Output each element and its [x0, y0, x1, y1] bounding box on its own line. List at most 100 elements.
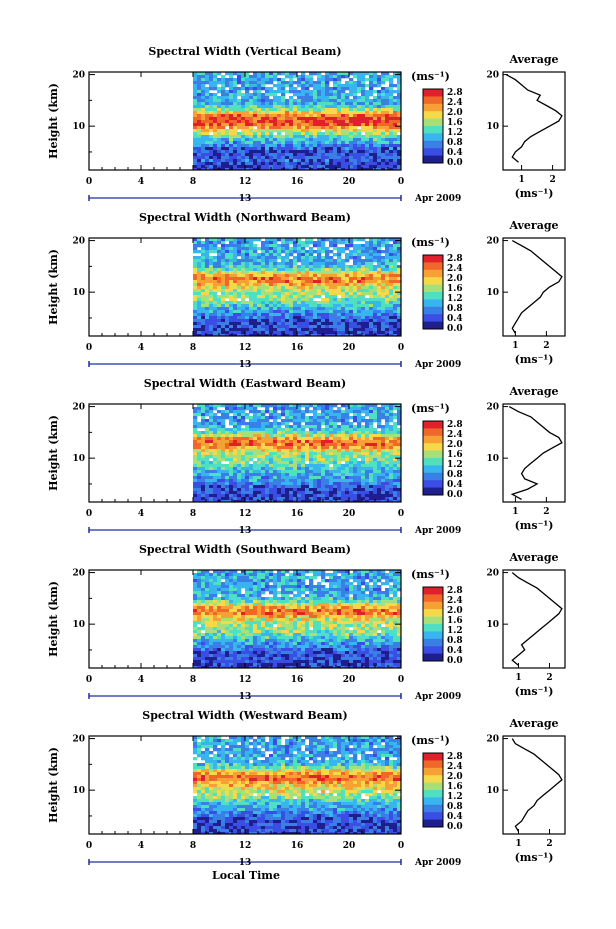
heatmap-cell: [245, 334, 250, 336]
heatmap-cell: [245, 286, 250, 290]
heatmap-cell: [365, 407, 370, 411]
y-axis-label: Height (km): [47, 249, 60, 325]
heatmap-cell: [205, 120, 210, 124]
heatmap-cell: [225, 256, 230, 260]
heatmap-cell: [325, 159, 330, 163]
heatmap-cell: [205, 434, 210, 438]
heatmap-cell: [253, 144, 258, 148]
heatmap-cell: [233, 319, 238, 323]
colorbar-tick-label: 2.8: [447, 88, 463, 98]
heatmap-cell: [353, 117, 358, 121]
heatmap-cell: [213, 111, 218, 115]
heatmap-cell: [213, 428, 218, 432]
heatmap-cell: [349, 410, 354, 414]
heatmap-cell: [321, 482, 326, 486]
heatmap-cell: [209, 259, 214, 263]
heatmap-cell: [393, 283, 398, 287]
heatmap-cell: [365, 476, 370, 480]
heatmap-cell: [217, 461, 222, 465]
heatmap-cell: [293, 437, 298, 441]
heatmap-cell: [205, 135, 210, 139]
heatmap-cell: [213, 126, 218, 130]
heatmap-cell: [225, 283, 230, 287]
heatmap-cell: [349, 497, 354, 501]
heatmap-cell: [373, 238, 378, 242]
heatmap-cell: [261, 280, 266, 284]
heatmap-cell: [345, 500, 350, 502]
heatmap-cell: [205, 295, 210, 299]
heatmap-cell: [345, 413, 350, 417]
heatmap-cell: [265, 268, 270, 272]
heatmap-cell: [349, 316, 354, 320]
heatmap-cell: [201, 470, 206, 474]
heatmap-cell: [221, 144, 226, 148]
heatmap-cell: [241, 319, 246, 323]
heatmap-cell: [305, 443, 310, 447]
heatmap-cell: [261, 168, 266, 170]
heatmap-cell: [337, 114, 342, 118]
heatmap-cell: [393, 295, 398, 299]
heatmap-cell: [285, 437, 290, 441]
heatmap-cell: [381, 440, 386, 444]
heatmap-cell: [289, 455, 294, 459]
heatmap-cell: [257, 75, 262, 79]
heatmap-cell: [333, 156, 338, 160]
heatmap-cell: [233, 129, 238, 133]
heatmap-cell: [345, 404, 350, 408]
colorbar-unit: (ms⁻¹): [411, 236, 450, 249]
heatmap-cell: [261, 482, 266, 486]
heatmap-cell: [365, 497, 370, 501]
heatmap-cell: [289, 262, 294, 266]
heatmap-cell: [245, 455, 250, 459]
heatmap-cell: [313, 96, 318, 100]
heatmap-cell: [253, 464, 258, 468]
heatmap-cell: [373, 90, 378, 94]
heatmap-cell: [325, 425, 330, 429]
heatmap-cell: [213, 105, 218, 109]
heatmap-cell: [333, 150, 338, 154]
heatmap-cell: [233, 102, 238, 106]
heatmap-cell: [217, 132, 222, 136]
heatmap-cell: [233, 78, 238, 82]
heatmap-cell: [245, 328, 250, 332]
heatmap-cell: [213, 325, 218, 329]
heatmap-cell: [201, 129, 206, 133]
heatmap-cell: [253, 153, 258, 157]
heatmap-cell: [193, 452, 198, 456]
heatmap-cell: [253, 404, 258, 408]
heatmap-cell: [337, 310, 342, 314]
heatmap-cell: [321, 316, 326, 320]
heatmap-cell: [321, 244, 326, 248]
heatmap-cell: [301, 316, 306, 320]
heatmap-cell: [385, 295, 390, 299]
heatmap-cell: [241, 87, 246, 91]
heatmap-cell: [373, 307, 378, 311]
heatmap-cell: [373, 491, 378, 495]
heatmap-cell: [273, 277, 278, 281]
heatmap-cell: [317, 331, 322, 335]
heatmap-cell: [269, 428, 274, 432]
heatmap-cell: [257, 482, 262, 486]
heatmap-cell: [201, 241, 206, 245]
heatmap-cell: [265, 277, 270, 281]
heatmap-cell: [361, 156, 366, 160]
heatmap-cell: [265, 87, 270, 91]
heatmap-cell: [257, 262, 262, 266]
heatmap-cell: [341, 135, 346, 139]
heatmap-cell: [293, 494, 298, 498]
heatmap-cell: [293, 316, 298, 320]
heatmap-cell: [289, 132, 294, 136]
heatmap-cell: [369, 470, 374, 474]
heatmap-cell: [385, 247, 390, 251]
heatmap-cell: [201, 132, 206, 136]
heatmap-cell: [381, 446, 386, 450]
heatmap-cell: [357, 138, 362, 142]
heatmap-cell: [253, 120, 258, 124]
heatmap-cell: [389, 123, 394, 127]
heatmap-cell: [233, 500, 238, 502]
heatmap-cell: [365, 117, 370, 121]
heatmap-cell: [261, 283, 266, 287]
heatmap-cell: [353, 292, 358, 296]
heatmap-cell: [237, 461, 242, 465]
heatmap-cell: [261, 84, 266, 88]
